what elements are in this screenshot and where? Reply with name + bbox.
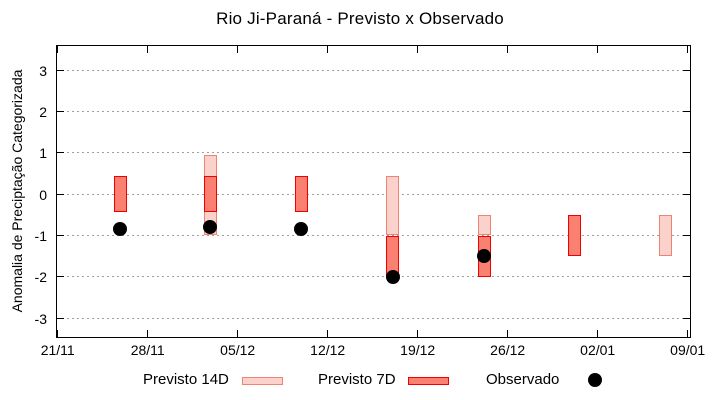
- y-tick-left: [56, 235, 64, 236]
- legend-swatch-observado: [588, 373, 602, 387]
- x-tick-bottom: [416, 329, 418, 337]
- x-tick-label: 28/11: [130, 342, 165, 358]
- x-tick-top: [236, 45, 238, 53]
- forecast-7d-bar: [113, 176, 127, 212]
- y-tick-right: [682, 111, 690, 113]
- forecast-7d-bar: [294, 176, 308, 212]
- y-tick-left: [56, 276, 64, 278]
- chart-title: Rio Ji-Paraná - Previsto x Observado: [216, 9, 504, 28]
- y-tick-left: [56, 317, 64, 319]
- horizontal-gridline: [56, 111, 690, 113]
- observed-point: [477, 249, 492, 264]
- y-tick-label: -2: [34, 269, 47, 286]
- legend-label-previsto-7d: Previsto 7D: [318, 371, 396, 388]
- legend: Previsto 14D Previsto 7D Observado: [0, 366, 720, 396]
- x-tick-bottom: [56, 329, 58, 337]
- y-tick-right: [682, 317, 690, 319]
- y-tick-left: [56, 111, 64, 113]
- horizontal-gridline: [56, 276, 690, 278]
- horizontal-gridline: [56, 193, 690, 195]
- horizontal-gridline: [56, 69, 690, 71]
- forecast-14d-bar: [386, 176, 400, 236]
- x-tick-top: [326, 45, 328, 53]
- x-tick-bottom: [236, 329, 238, 337]
- observed-point: [113, 222, 128, 237]
- x-tick-top: [146, 45, 148, 53]
- x-tick-label: 21/11: [40, 342, 75, 358]
- x-tick-label: 05/12: [220, 342, 256, 358]
- y-tick-label: 3: [39, 62, 47, 79]
- x-tick-bottom: [146, 329, 148, 337]
- forecast-14d-bar: [477, 214, 491, 236]
- horizontal-gridline: [56, 152, 690, 154]
- y-tick-label: 0: [39, 186, 47, 203]
- x-tick-top: [596, 45, 598, 53]
- legend-swatch-previsto-7d: [408, 377, 449, 385]
- y-tick-right: [682, 152, 690, 154]
- y-tick-label: 1: [39, 145, 47, 162]
- x-tick-label: 02/01: [580, 342, 616, 358]
- x-tick-bottom: [506, 329, 508, 337]
- y-tick-right: [682, 276, 690, 278]
- x-tick-bottom: [686, 329, 688, 337]
- plot-area: [55, 44, 691, 338]
- y-tick-label: -1: [34, 228, 47, 244]
- forecast-14d-bar: [658, 214, 672, 257]
- y-tick-left: [56, 69, 64, 71]
- observed-point: [203, 220, 218, 235]
- x-tick-top: [686, 45, 688, 53]
- y-tick-label: 2: [39, 104, 47, 121]
- horizontal-gridline: [56, 235, 690, 236]
- legend-swatch-previsto-14d: [242, 377, 283, 385]
- legend-label-observado: Observado: [486, 371, 560, 388]
- x-tick-label: 26/12: [490, 342, 526, 358]
- y-tick-right: [682, 69, 690, 71]
- observed-point: [294, 222, 309, 237]
- x-tick-label: 09/01: [670, 342, 706, 358]
- y-tick-right: [682, 235, 690, 236]
- x-tick-top: [56, 45, 58, 53]
- observed-point: [385, 269, 400, 284]
- x-tick-bottom: [596, 329, 598, 337]
- y-tick-left: [56, 152, 64, 154]
- y-tick-left: [56, 193, 64, 195]
- forecast-7d-bar: [567, 214, 581, 257]
- x-tick-bottom: [326, 329, 328, 337]
- x-tick-top: [506, 45, 508, 53]
- x-tick-label: 19/12: [400, 342, 436, 358]
- x-tick-label: 12/12: [310, 342, 346, 358]
- horizontal-gridline: [56, 317, 690, 319]
- y-tick-right: [682, 193, 690, 195]
- x-tick-top: [416, 45, 418, 53]
- legend-label-previsto-14d: Previsto 14D: [143, 371, 229, 388]
- forecast-7d-bar: [203, 176, 217, 212]
- y-tick-label: -3: [34, 310, 47, 327]
